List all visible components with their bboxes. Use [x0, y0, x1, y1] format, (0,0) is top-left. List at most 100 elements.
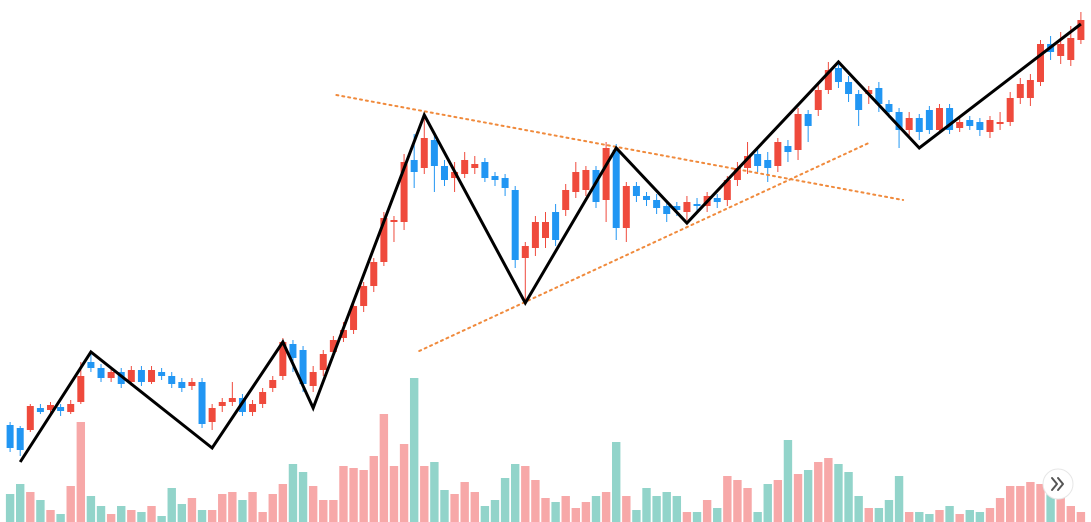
volume-bar: [268, 494, 277, 522]
volume-bar: [510, 464, 520, 522]
volume-bar: [753, 512, 762, 522]
candle-body: [673, 206, 681, 210]
volume-bar: [117, 506, 126, 522]
volume-bar: [551, 502, 560, 522]
volume-bar: [137, 512, 146, 522]
volume-bar: [278, 484, 288, 522]
volume-bar: [500, 478, 510, 522]
candle-body: [622, 186, 630, 228]
candle-body: [16, 428, 24, 450]
volume-bar: [430, 462, 439, 522]
volume-bar: [319, 500, 328, 522]
volume-bar: [682, 512, 692, 522]
candle-body: [693, 204, 701, 206]
volume-bar: [915, 512, 924, 522]
candle-body: [562, 190, 570, 210]
volume-bar: [713, 508, 722, 522]
volume-bar: [86, 496, 96, 522]
volume-bar: [1016, 486, 1025, 522]
candle-body: [855, 94, 863, 110]
candle-body: [57, 407, 65, 411]
volume-bar: [773, 480, 783, 522]
candle-body: [259, 392, 267, 404]
candle-body: [289, 344, 297, 358]
candle-body: [774, 142, 782, 166]
volume-bar: [662, 492, 671, 522]
volume-bar: [329, 500, 338, 522]
volume-bar: [480, 506, 490, 522]
candle-body: [6, 425, 14, 448]
candle-body: [754, 154, 762, 166]
volume-bar: [218, 494, 227, 522]
candle-body: [976, 122, 984, 130]
volume-bar: [440, 490, 449, 522]
volume-bar: [541, 498, 550, 522]
volume-bar: [1066, 506, 1075, 522]
volume-layer: [5, 378, 1086, 522]
candle-body: [531, 222, 539, 248]
candle-body: [784, 146, 792, 152]
volume-bar: [702, 500, 712, 522]
volume-bar: [16, 484, 25, 522]
candle-body: [663, 206, 671, 214]
candle-body: [804, 114, 812, 126]
candle-body: [905, 118, 913, 130]
volume-bar: [692, 512, 702, 522]
volume-bar: [834, 464, 843, 522]
candle-body: [1036, 44, 1044, 82]
candle-body: [107, 372, 115, 378]
candle-body: [915, 118, 923, 132]
candle-body: [572, 172, 580, 192]
candle-body: [249, 404, 257, 412]
volume-bar: [975, 512, 985, 522]
candle-body: [410, 160, 418, 172]
candle-body: [137, 370, 145, 382]
candle-body: [400, 162, 408, 222]
volume-bar: [258, 512, 267, 522]
volume-bar: [783, 440, 793, 522]
volume-bar: [76, 422, 86, 522]
candle-body: [956, 122, 964, 128]
candle-body: [380, 218, 388, 262]
candle-body: [834, 68, 842, 82]
volume-bar: [844, 472, 853, 522]
volume-bar: [420, 466, 429, 522]
candle-body: [632, 186, 640, 196]
candle-body: [461, 160, 469, 174]
candle-body: [471, 164, 479, 168]
candle-layer: [6, 12, 1085, 456]
candle-body: [713, 198, 721, 202]
candle-body: [723, 180, 731, 200]
candle-body: [491, 176, 499, 180]
candle-body: [451, 172, 459, 178]
volume-bar: [854, 496, 863, 522]
candle-body: [299, 350, 307, 384]
candle-body: [643, 196, 651, 200]
candle-body: [895, 112, 903, 130]
volume-bar: [490, 500, 500, 522]
volume-bar: [106, 514, 116, 522]
candle-body: [1016, 84, 1024, 98]
volume-bar: [167, 488, 176, 522]
candle-body: [946, 108, 954, 130]
volume-bar: [743, 488, 752, 522]
volume-bar: [652, 496, 661, 522]
scroll-button[interactable]: [1042, 468, 1074, 500]
volume-bar: [96, 506, 106, 522]
volume-bar: [288, 464, 298, 522]
scroll-button-icon[interactable]: [1051, 477, 1064, 491]
candle-body: [319, 354, 327, 370]
candle-body: [208, 408, 216, 422]
zigzag-line: [18, 22, 1082, 463]
volume-bar: [561, 496, 570, 522]
overlay-layer: [18, 22, 1082, 463]
volume-bar: [874, 508, 884, 522]
volume-bar: [1056, 492, 1065, 522]
candle-body: [592, 170, 600, 202]
candle-body: [390, 220, 398, 222]
volume-bar: [803, 470, 813, 522]
volume-bar: [5, 494, 15, 522]
candle-body: [925, 110, 933, 130]
candle-body: [935, 108, 943, 130]
